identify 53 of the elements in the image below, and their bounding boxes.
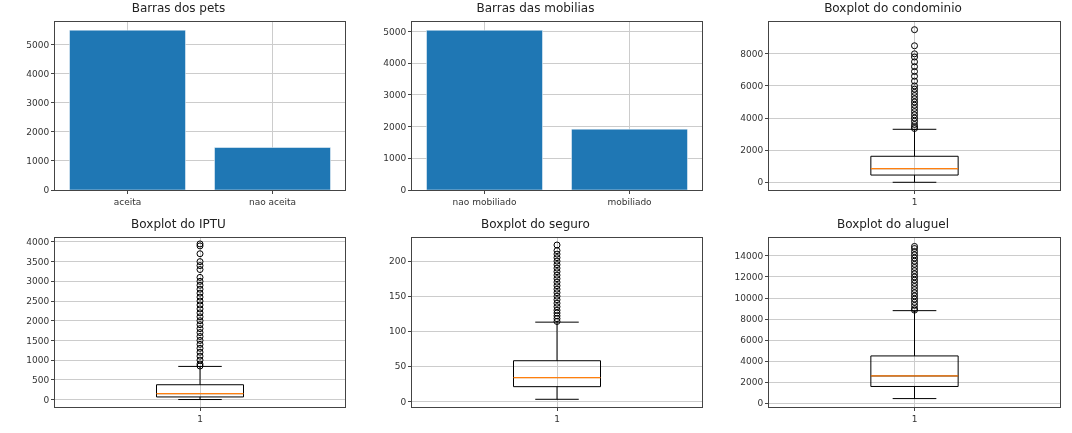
x-tick-label: 1 xyxy=(911,413,918,424)
y-tick-label: 0 xyxy=(43,185,50,196)
y-tick-label: 2000 xyxy=(740,377,764,388)
y-tick-label: 100 xyxy=(389,326,407,337)
chart-title: Barras das mobilias xyxy=(476,0,595,15)
y-tick-label: 2000 xyxy=(383,121,407,132)
y-tick-label: 10000 xyxy=(734,293,764,304)
y-tick-label: 4000 xyxy=(26,237,50,248)
x-tick-label: mobiliado xyxy=(607,196,653,207)
x-tick-label: nao aceita xyxy=(248,196,297,207)
y-tick-label: 3000 xyxy=(383,90,407,101)
y-tick-label: 3500 xyxy=(26,256,50,267)
x-tick-label: 1 xyxy=(197,413,203,424)
y-tick-label: 5000 xyxy=(383,26,407,37)
y-tick-label: 1000 xyxy=(383,153,407,164)
y-tick-label: 4000 xyxy=(740,356,764,367)
y-tick-label: 4000 xyxy=(383,58,407,69)
y-tick-label: 3000 xyxy=(26,276,50,287)
y-tick-label: 2000 xyxy=(26,126,50,137)
chart-title: Boxplot do aluguel xyxy=(836,216,950,231)
y-tick-label: 500 xyxy=(32,374,50,385)
y-tick-label: 1000 xyxy=(26,156,50,167)
y-tick-label: 3000 xyxy=(26,97,50,108)
y-tick-label: 6000 xyxy=(740,81,764,92)
y-tick-label: 4000 xyxy=(26,68,50,79)
y-tick-label: 50 xyxy=(394,361,407,372)
y-tick-label: 0 xyxy=(43,394,50,405)
y-tick-label: 5000 xyxy=(26,39,50,50)
y-tick-label: 150 xyxy=(389,291,407,302)
y-tick-label: 6000 xyxy=(740,335,764,346)
y-tick-label: 0 xyxy=(757,398,764,409)
y-tick-label: 2500 xyxy=(26,296,50,307)
y-tick-label: 8000 xyxy=(740,48,764,59)
x-tick-label: aceita xyxy=(113,196,142,207)
y-tick-label: 2000 xyxy=(26,315,50,326)
x-tick-label: 1 xyxy=(911,196,918,207)
chart-title: Boxplot do seguro xyxy=(481,216,590,231)
y-tick-label: 0 xyxy=(400,396,407,407)
x-tick-label: 1 xyxy=(554,413,560,424)
y-tick-label: 1000 xyxy=(26,355,50,366)
chart-title: Boxplot do condominio xyxy=(824,0,962,15)
chart-title: Barras dos pets xyxy=(131,0,226,15)
y-tick-label: 14000 xyxy=(734,251,764,262)
y-tick-label: 4000 xyxy=(740,113,764,124)
y-tick-label: 1500 xyxy=(26,335,50,346)
y-tick-label: 2000 xyxy=(740,145,764,156)
y-tick-label: 8000 xyxy=(740,314,764,325)
y-tick-label: 0 xyxy=(757,177,764,188)
x-tick-label: nao mobiliado xyxy=(452,196,517,207)
y-tick-label: 200 xyxy=(389,256,407,267)
chart-title: Boxplot do IPTU xyxy=(131,216,226,231)
y-tick-label: 0 xyxy=(400,185,407,196)
y-tick-label: 12000 xyxy=(734,272,764,283)
